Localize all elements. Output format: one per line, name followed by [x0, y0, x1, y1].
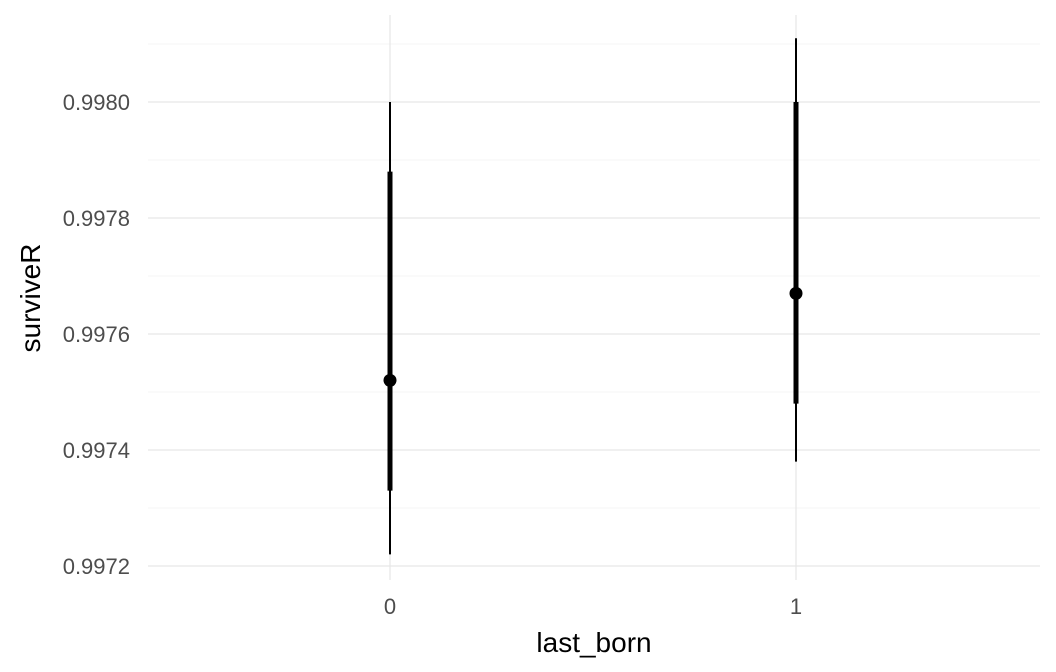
x-tick-label: 0 [384, 594, 396, 619]
point-estimate [383, 373, 397, 387]
y-tick-label: 0.9972 [63, 554, 130, 579]
y-tick-label: 0.9980 [63, 90, 130, 115]
x-axis-title: last_born [536, 627, 651, 658]
point-estimate [789, 286, 803, 300]
data-marks [383, 38, 803, 555]
y-tick-label: 0.9978 [63, 206, 130, 231]
y-axis-title: surviveR [15, 244, 46, 353]
y-tick-label: 0.9976 [63, 322, 130, 347]
grid [148, 15, 1040, 580]
y-tick-label: 0.9974 [63, 438, 130, 463]
x-tick-label: 1 [790, 594, 802, 619]
y-axis-ticks: 0.9972 0.9974 0.9976 0.9978 0.9980 [63, 90, 130, 579]
